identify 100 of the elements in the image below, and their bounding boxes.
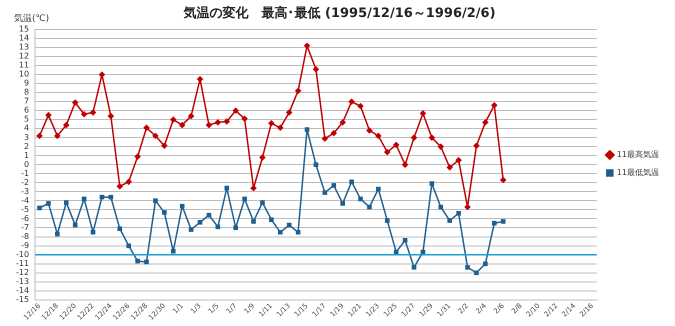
point <box>268 120 274 126</box>
y-tick-label: 4 <box>24 124 30 133</box>
point <box>100 194 104 200</box>
point <box>206 212 212 218</box>
point <box>224 118 230 124</box>
point <box>37 206 42 210</box>
point <box>348 98 355 105</box>
point <box>206 122 212 128</box>
point <box>411 134 417 141</box>
y-tick-label: -7 <box>21 222 30 232</box>
point <box>312 66 319 72</box>
point <box>260 200 265 205</box>
y-tick-label: -15 <box>16 294 30 304</box>
y-tick-label: 12 <box>18 52 30 61</box>
point <box>473 142 480 149</box>
point <box>46 201 51 206</box>
point <box>349 180 354 184</box>
point <box>420 250 426 254</box>
point <box>296 230 300 235</box>
point <box>224 186 230 190</box>
point <box>420 110 426 116</box>
point <box>375 132 382 139</box>
point <box>36 132 42 139</box>
y-tick-label: -8 <box>21 232 30 241</box>
point <box>242 196 247 202</box>
point <box>45 112 52 118</box>
y-tick-label: -1 <box>21 168 30 178</box>
point <box>152 132 158 139</box>
point <box>153 198 158 204</box>
point <box>456 211 461 216</box>
y-tick-label: 15 <box>18 24 30 34</box>
point <box>402 162 408 168</box>
point <box>90 230 96 235</box>
point <box>72 100 78 106</box>
point <box>340 201 345 206</box>
point <box>482 119 488 126</box>
point <box>304 127 310 132</box>
point <box>232 108 239 114</box>
point <box>384 149 390 156</box>
y-tick-label: -13 <box>16 276 30 286</box>
point <box>358 196 363 202</box>
point <box>108 194 114 200</box>
point <box>447 218 452 223</box>
point <box>90 110 96 116</box>
y-tick-label: 2 <box>24 142 30 151</box>
point <box>188 113 194 120</box>
point <box>402 238 408 243</box>
point <box>430 181 434 186</box>
y-tick-label: 6 <box>24 106 30 115</box>
point <box>198 220 202 225</box>
point <box>277 124 284 131</box>
point <box>438 144 444 150</box>
point <box>456 157 462 164</box>
point <box>492 220 497 226</box>
point <box>116 183 123 190</box>
y-tick-label: 10 <box>18 70 30 79</box>
y-tick-label: -2 <box>21 178 30 187</box>
y-tick-label: 5 <box>24 114 30 124</box>
y-tick-label: 3 <box>24 132 30 142</box>
y-tick-label: -10 <box>16 250 30 259</box>
point <box>322 190 328 195</box>
point <box>144 260 149 264</box>
point <box>269 217 274 222</box>
point <box>483 261 488 266</box>
point <box>259 154 266 160</box>
point <box>188 227 194 232</box>
point <box>82 196 86 202</box>
point <box>108 113 114 120</box>
point <box>376 186 381 192</box>
point <box>214 119 221 126</box>
point <box>474 270 479 276</box>
point <box>179 122 186 128</box>
point <box>117 226 122 231</box>
point <box>55 232 60 236</box>
point <box>500 219 506 224</box>
point <box>144 124 150 131</box>
point <box>446 164 453 170</box>
point <box>242 116 248 122</box>
point <box>126 243 131 248</box>
point <box>278 230 283 235</box>
y-tick-label: -6 <box>21 214 30 223</box>
y-tick-label: 0 <box>24 160 30 169</box>
point <box>367 204 372 210</box>
point <box>170 248 176 254</box>
point <box>438 204 444 210</box>
point <box>216 224 220 230</box>
y-tick-label: -14 <box>16 286 30 295</box>
y-tick-label: -5 <box>21 204 30 214</box>
point <box>412 265 416 270</box>
point <box>500 177 506 183</box>
point <box>170 116 176 123</box>
point <box>63 122 70 128</box>
point <box>393 142 400 148</box>
y-axis-title: 気温(℃) <box>14 12 50 24</box>
point <box>340 119 346 126</box>
point <box>135 258 140 264</box>
point <box>286 110 292 116</box>
point <box>331 183 336 188</box>
y-tick-label: 9 <box>24 78 30 88</box>
point <box>491 102 498 108</box>
